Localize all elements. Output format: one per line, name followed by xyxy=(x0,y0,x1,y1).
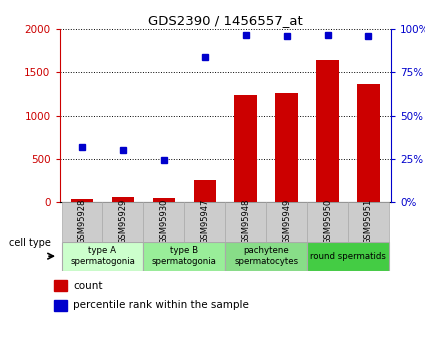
Text: GSM95949: GSM95949 xyxy=(282,199,291,244)
Bar xyxy=(225,241,307,271)
Text: GSM95929: GSM95929 xyxy=(119,199,128,244)
Bar xyxy=(275,93,298,202)
Text: type B
spermatogonia: type B spermatogonia xyxy=(152,246,217,266)
Bar xyxy=(102,202,143,242)
Bar xyxy=(71,199,93,202)
Bar xyxy=(235,95,257,202)
Bar xyxy=(62,241,143,271)
Text: count: count xyxy=(74,280,103,290)
Bar xyxy=(112,197,134,202)
Bar xyxy=(316,59,339,202)
Bar xyxy=(307,241,389,271)
Bar xyxy=(307,202,348,242)
Text: GSM95950: GSM95950 xyxy=(323,199,332,244)
Bar xyxy=(62,202,102,242)
Bar xyxy=(357,84,380,202)
Text: round spermatids: round spermatids xyxy=(310,252,386,261)
Text: type A
spermatogonia: type A spermatogonia xyxy=(70,246,135,266)
Bar xyxy=(193,180,216,202)
Bar xyxy=(348,202,389,242)
Bar xyxy=(266,202,307,242)
Bar xyxy=(54,300,67,311)
Bar xyxy=(225,202,266,242)
Text: GSM95947: GSM95947 xyxy=(200,199,209,244)
Text: percentile rank within the sample: percentile rank within the sample xyxy=(74,300,249,310)
Text: pachytene
spermatocytes: pachytene spermatocytes xyxy=(234,246,298,266)
Title: GDS2390 / 1456557_at: GDS2390 / 1456557_at xyxy=(148,14,303,27)
Text: GSM95951: GSM95951 xyxy=(364,199,373,244)
Text: GSM95948: GSM95948 xyxy=(241,199,250,244)
Bar xyxy=(54,280,67,291)
Bar xyxy=(143,241,225,271)
Bar xyxy=(143,202,184,242)
Text: GSM95928: GSM95928 xyxy=(77,199,87,244)
Bar xyxy=(184,202,225,242)
Bar xyxy=(153,198,175,202)
Text: GSM95930: GSM95930 xyxy=(159,199,168,244)
Text: cell type: cell type xyxy=(9,238,51,248)
